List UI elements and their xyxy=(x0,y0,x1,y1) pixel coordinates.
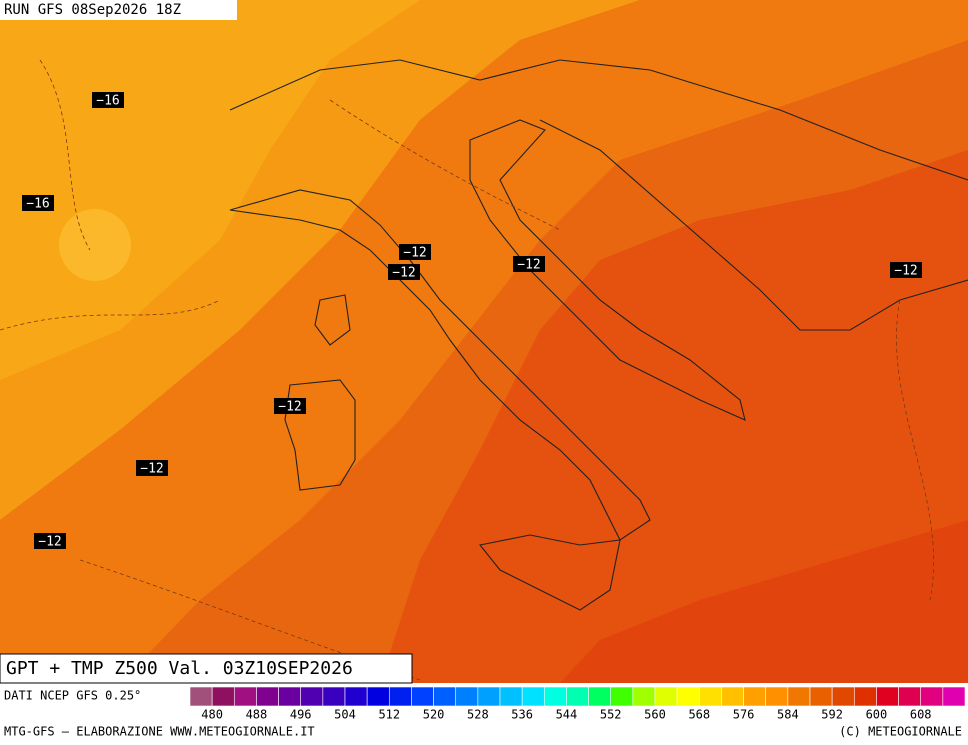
colorbar-tick-label: 544 xyxy=(556,708,578,722)
contour-label: −12 xyxy=(278,400,301,415)
label-box xyxy=(399,244,431,260)
colorbar-tick-label: 504 xyxy=(334,708,356,722)
coastline xyxy=(539,119,968,331)
colorbar-swatch xyxy=(455,686,479,707)
label-box xyxy=(92,92,124,108)
label-box xyxy=(513,256,545,272)
colorbar-tick-label: 592 xyxy=(821,708,843,722)
colorbar-swatch xyxy=(787,686,811,707)
colorbar-swatch xyxy=(853,686,877,707)
label-box xyxy=(388,264,420,280)
colorbar-swatch xyxy=(300,686,324,707)
contour-label: −16 xyxy=(26,197,49,212)
colorbar-swatch xyxy=(543,686,567,707)
colorbar: 480 488 496 504 512 520 528 536 544 552 560 568 576 5… xyxy=(189,686,966,722)
colorbar-swatch xyxy=(344,686,368,707)
run-box xyxy=(0,0,237,20)
colorbar-swatch xyxy=(920,686,944,707)
label-box xyxy=(890,262,922,278)
colorbar-swatch xyxy=(831,686,855,707)
field-band xyxy=(0,0,968,683)
colorbar-swatch xyxy=(566,686,589,707)
footer-left: MTG-GFS — ELABORAZIONE WWW.METEOGIORNALE… xyxy=(4,725,315,739)
colorbar-tick-label: 528 xyxy=(467,708,489,722)
contour-label: −12 xyxy=(140,462,163,477)
field-band xyxy=(560,520,968,683)
contour-label: −16 xyxy=(96,94,119,109)
border xyxy=(229,59,968,181)
field-band xyxy=(59,209,131,281)
colorbar-swatch xyxy=(942,686,966,707)
colorbar-swatch xyxy=(654,686,678,707)
colorbar-swatch xyxy=(433,686,457,707)
colorbar-swatch xyxy=(233,686,257,707)
contour-label: −12 xyxy=(517,258,540,273)
isotherm xyxy=(0,59,934,681)
label-box xyxy=(34,533,66,549)
contour-label: −12 xyxy=(894,264,917,279)
contour-label: −12 xyxy=(403,246,426,261)
contour-label: −12 xyxy=(38,535,61,550)
colorbar-tick-label: 552 xyxy=(600,708,622,722)
colorbar-swatch xyxy=(411,686,434,707)
colorbar-swatch xyxy=(898,686,922,707)
contour-labels: −16 −16 −12 −12 −12 −12 −12 −12 −12 xyxy=(22,92,922,550)
label-box xyxy=(136,460,168,476)
colorbar-swatch xyxy=(721,686,744,707)
map-title: GPT + TMP Z500 Val. 03Z10SEP2026 xyxy=(6,658,353,679)
colorbar-tick-label: 560 xyxy=(644,708,666,722)
colorbar-swatch xyxy=(499,686,523,707)
coastline xyxy=(479,534,621,611)
label-box xyxy=(274,398,306,414)
colorbar-tick-label: 584 xyxy=(777,708,799,722)
colorbar-swatch xyxy=(189,686,213,707)
colorbar-swatch xyxy=(632,686,656,707)
colorbar-swatch xyxy=(743,686,767,707)
label-box xyxy=(22,195,54,211)
run-label: RUN GFS 08Sep2026 18Z xyxy=(4,2,181,18)
colorbar-tick-label: 480 xyxy=(201,708,223,722)
colorbar-swatch xyxy=(322,686,346,707)
colorbar-tick-label: 496 xyxy=(290,708,312,722)
colorbar-tick-label: 576 xyxy=(733,708,755,722)
colorbar-tick-label: 488 xyxy=(246,708,268,722)
coastline xyxy=(284,379,356,491)
colorbar-swatch xyxy=(278,686,302,707)
colorbar-swatch xyxy=(610,686,634,707)
footer-right: (C) METEOGIORNALE xyxy=(839,725,962,739)
colorbar-swatch xyxy=(366,686,390,707)
colorbar-swatch xyxy=(211,686,235,707)
field-band xyxy=(380,150,968,683)
coastline xyxy=(314,294,351,346)
colorbar-swatch xyxy=(256,686,279,707)
colorbar-tick-label: 608 xyxy=(910,708,932,722)
colorbar-swatch xyxy=(876,686,899,707)
colorbar-tick-label: 536 xyxy=(511,708,533,722)
colorbar-swatch xyxy=(765,686,789,707)
source: DATI NCEP GFS 0.25° xyxy=(4,689,141,703)
title-box xyxy=(0,653,413,684)
contour-label: −12 xyxy=(392,266,415,281)
colorbar-swatch xyxy=(698,686,722,707)
colorbar-tick-label: 568 xyxy=(688,708,710,722)
colorbar-tick-label: 520 xyxy=(423,708,445,722)
colorbar-swatch xyxy=(588,686,612,707)
colorbar-swatch xyxy=(477,686,501,707)
colorbar-swatch xyxy=(521,686,545,707)
colorbar-swatch xyxy=(676,686,700,707)
colorbar-swatch xyxy=(388,686,412,707)
colorbar-tick-label: 512 xyxy=(378,708,400,722)
colorbar-tick-label: 600 xyxy=(866,708,888,722)
colorbar-swatch xyxy=(809,686,833,707)
